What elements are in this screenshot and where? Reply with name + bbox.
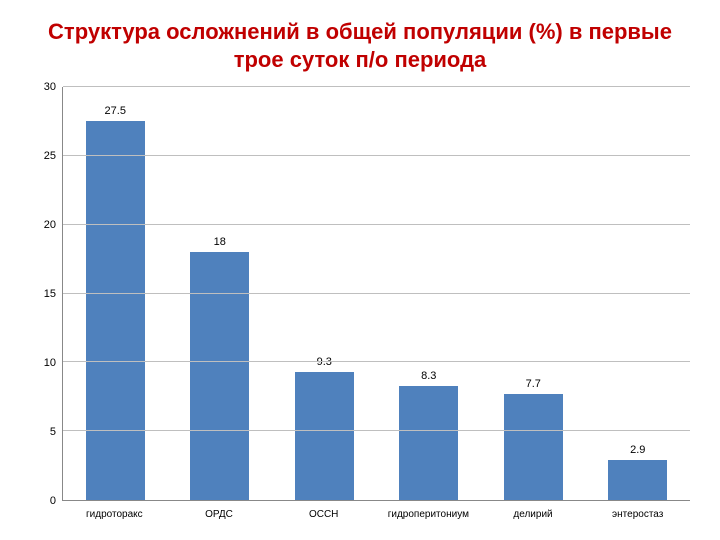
y-axis: 051015202530 [30,87,62,501]
x-tick-label: гидроторакс [62,501,167,520]
x-tick-label: ОССН [271,501,376,520]
x-axis: гидротораксОРДСОССНгидроперитониумделири… [62,501,690,520]
y-tick-label: 10 [44,357,56,369]
bar [295,372,354,500]
title-line-2: трое суток п/о периода [234,47,487,72]
bar-slot: 7.7 [481,87,586,500]
bar-value-label: 8.3 [421,370,436,382]
slide: Структура осложнений в общей популяции (… [0,0,720,540]
grid-line [63,224,690,225]
bar-slot: 8.3 [377,87,482,500]
bar-slot: 2.9 [586,87,691,500]
bar [86,121,145,500]
y-tick-label: 20 [44,219,56,231]
bar [399,386,458,500]
grid-line [63,86,690,87]
y-tick-label: 30 [44,81,56,93]
grid-line [63,361,690,362]
grid-line [63,430,690,431]
bar-value-label: 7.7 [526,378,541,390]
y-tick-label: 15 [44,288,56,300]
title-line-1: Структура осложнений в общей популяции (… [48,19,672,44]
grid-line [63,155,690,156]
y-tick-label: 25 [44,150,56,162]
bar-value-label: 2.9 [630,444,645,456]
bar-slot: 9.3 [272,87,377,500]
bar [190,252,249,500]
y-tick-label: 5 [50,426,56,438]
bar-slot: 18 [168,87,273,500]
x-tick-label: энтеростаз [585,501,690,520]
bar-value-label: 18 [214,236,226,248]
bar-value-label: 27.5 [105,105,126,117]
y-tick-label: 0 [50,495,56,507]
x-tick-label: гидроперитониум [376,501,481,520]
bar [608,460,667,500]
bar-slot: 27.5 [63,87,168,500]
chart-title: Структура осложнений в общей популяции (… [30,18,690,73]
x-tick-label: ОРДС [167,501,272,520]
bar-chart: 051015202530 27.5189.38.37.72.9 гидротор… [30,87,690,520]
plot-area: 27.5 18 9.3 8.3 7.7 2.9 [62,87,690,501]
bars-container: 27.5 18 9.3 8.3 7.7 2.9 [63,87,690,500]
grid-line [63,293,690,294]
x-tick-label: делирий [481,501,586,520]
bar [504,394,563,500]
plot-row: 051015202530 27.5189.38.37.72.9 [30,87,690,501]
